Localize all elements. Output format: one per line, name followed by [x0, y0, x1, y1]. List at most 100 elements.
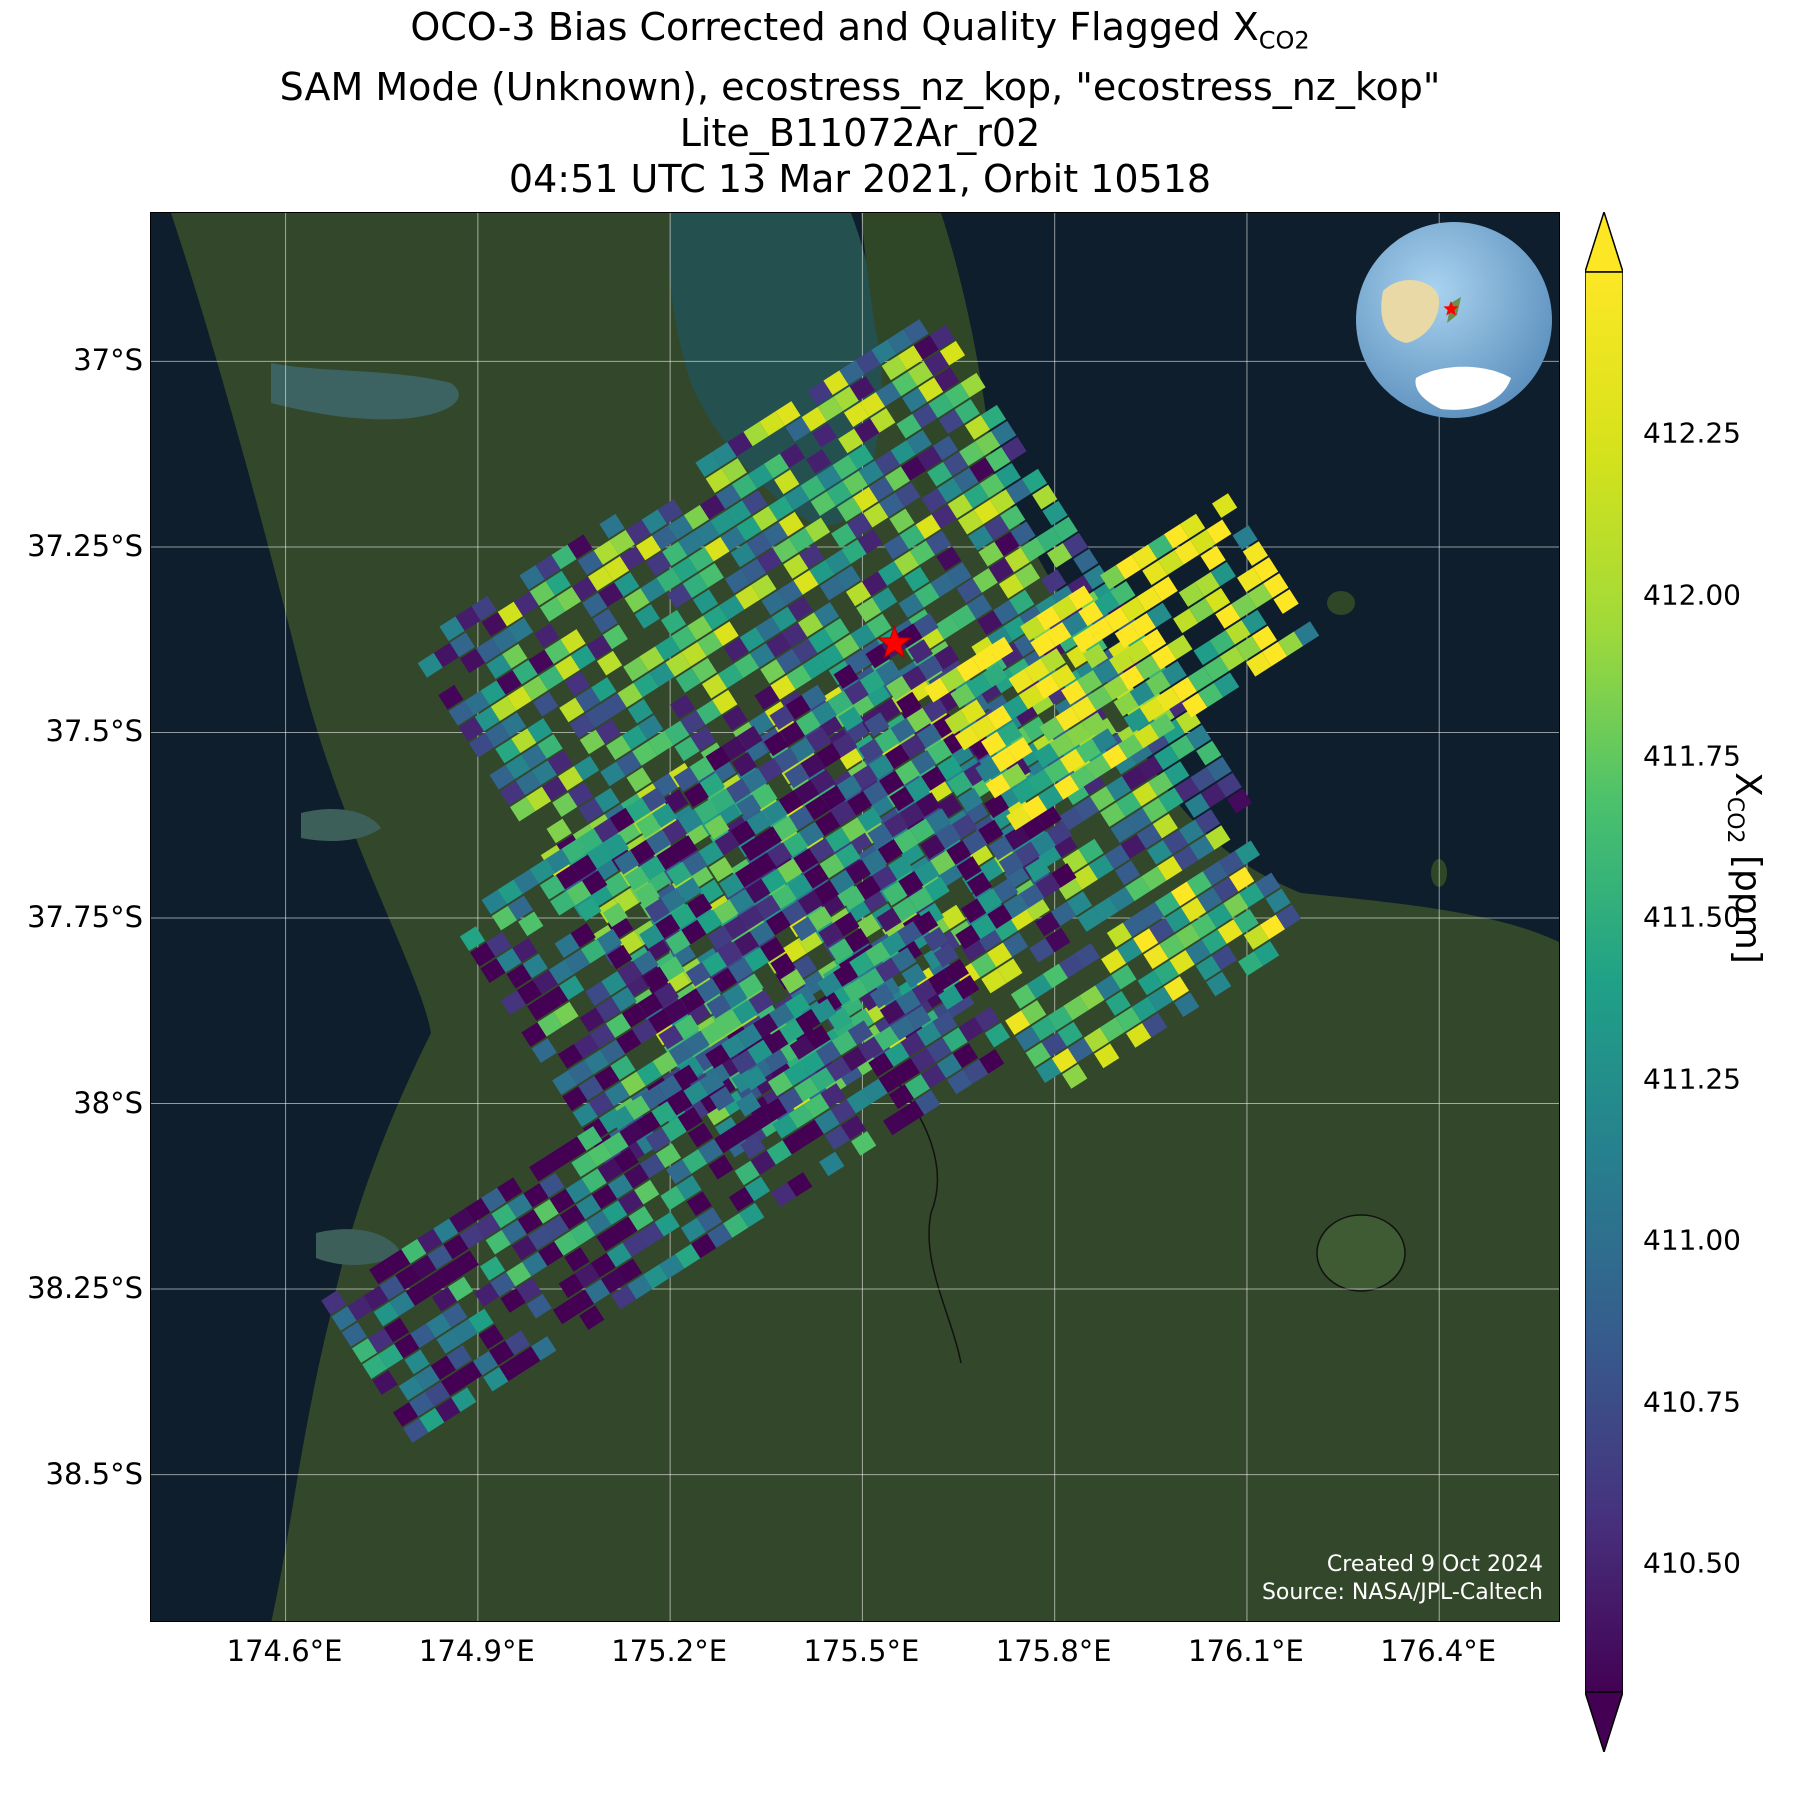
title-line-3: Lite_B11072Ar_r02 — [679, 110, 1041, 155]
sounding-footprint — [549, 1188, 575, 1214]
sounding-footprint — [578, 1075, 604, 1101]
sounding-footprint — [761, 868, 787, 894]
title-line-2: SAM Mode (Unknown), ecostress_nz_kop, "e… — [279, 64, 1441, 109]
sounding-footprint — [646, 551, 672, 577]
sounding-footprint — [842, 470, 868, 496]
sounding-footprint — [659, 1254, 685, 1279]
sounding-footprint — [704, 814, 730, 840]
sounding-footprint — [979, 1049, 1005, 1074]
sounding-footprint — [678, 531, 704, 556]
sounding-footprint — [1229, 866, 1255, 892]
sounding-footprint — [531, 1336, 557, 1361]
sounding-footprint — [753, 1013, 779, 1039]
sounding-footprint — [1169, 734, 1196, 760]
sounding-footprint — [486, 932, 512, 957]
sounding-footprint — [957, 787, 983, 813]
sounding-footprint — [620, 1071, 646, 1097]
sounding-footprint — [1046, 622, 1072, 647]
sounding-footprint — [678, 808, 704, 834]
sounding-footprint — [1197, 887, 1223, 912]
sounding-footprint — [499, 1356, 525, 1382]
sounding-footprint — [496, 670, 522, 695]
sounding-footprint — [578, 798, 604, 823]
sounding-footprint — [699, 494, 726, 520]
sounding-footprint — [1004, 547, 1030, 573]
sounding-footprint — [835, 565, 861, 591]
sounding-footprint — [682, 851, 708, 876]
sounding-footprint — [690, 726, 716, 752]
sounding-footprint — [694, 798, 720, 824]
sounding-footprint — [527, 1225, 554, 1251]
sounding-footprint — [813, 879, 840, 905]
sounding-footprint — [929, 324, 955, 350]
sounding-footprint — [640, 855, 666, 881]
sounding-footprint — [1218, 850, 1245, 876]
sounding-footprint — [913, 612, 939, 638]
sounding-footprint — [1121, 765, 1148, 791]
sounding-footprint — [446, 1345, 472, 1370]
sounding-footprint — [591, 1184, 618, 1210]
manukau-harbour — [271, 363, 459, 420]
sounding-footprint — [351, 1338, 378, 1363]
sounding-footprint — [537, 734, 563, 759]
sounding-footprint — [497, 601, 523, 627]
sounding-footprint — [1142, 560, 1168, 586]
sounding-footprint — [997, 721, 1023, 746]
sounding-footprint — [731, 751, 758, 777]
sounding-footprint — [436, 1329, 462, 1354]
sounding-footprint — [809, 837, 835, 863]
sounding-footprint — [1154, 891, 1181, 917]
sounding-footprint — [1233, 909, 1259, 934]
sounding-footprint — [997, 958, 1023, 984]
sounding-footprint — [939, 340, 966, 366]
sounding-footprint — [1213, 877, 1239, 902]
sounding-footprint — [836, 774, 863, 800]
sounding-footprint — [1153, 745, 1180, 770]
sounding-footprint — [535, 554, 561, 580]
sounding-footprint — [484, 722, 511, 748]
sounding-footprint — [746, 1108, 772, 1133]
sounding-footprint — [515, 1346, 541, 1372]
sounding-footprint — [831, 523, 857, 548]
sounding-footprint — [696, 977, 722, 1003]
sounding-footprint — [637, 992, 664, 1018]
sounding-footprint — [435, 1397, 461, 1423]
sounding-footprint — [947, 1069, 973, 1095]
sounding-footprint — [512, 937, 538, 963]
sounding-footprint — [603, 1131, 629, 1157]
sounding-footprint — [570, 1220, 596, 1246]
sounding-footprint — [722, 983, 748, 1009]
sounding-footprint — [824, 1125, 851, 1150]
sounding-footprint — [643, 966, 669, 992]
sounding-footprint — [634, 1179, 660, 1205]
sounding-footprint — [943, 958, 970, 984]
sounding-footprint — [784, 485, 810, 511]
sounding-footprint — [836, 497, 863, 522]
sounding-footprint — [1041, 569, 1067, 594]
sounding-footprint — [1042, 963, 1069, 989]
sounding-footprint — [1217, 919, 1243, 944]
sounding-footprint — [516, 1277, 542, 1303]
sounding-footprint — [552, 792, 578, 818]
sounding-footprint — [474, 706, 500, 732]
sounding-footprint — [1020, 815, 1046, 840]
sounding-footprint — [820, 785, 847, 810]
sounding-footprint — [676, 1175, 702, 1201]
sounding-footprint — [502, 643, 528, 669]
sounding-footprint — [966, 872, 993, 897]
sounding-footprint — [1036, 606, 1062, 631]
sounding-footprint — [1089, 786, 1116, 811]
sounding-footprint — [567, 534, 593, 560]
sounding-footprint — [478, 1324, 504, 1350]
sounding-footprint — [842, 1046, 868, 1072]
sounding-footprint — [564, 1247, 590, 1272]
sounding-footprint — [625, 1095, 651, 1121]
sounding-footprint — [1142, 797, 1168, 823]
sounding-footprint — [936, 824, 962, 849]
sounding-footprint — [879, 999, 906, 1025]
sounding-footprint — [747, 1039, 773, 1065]
sounding-footprint — [816, 465, 842, 490]
sounding-footprint — [522, 675, 548, 701]
sounding-footprint — [710, 788, 736, 814]
sounding-footprint — [401, 1238, 427, 1264]
